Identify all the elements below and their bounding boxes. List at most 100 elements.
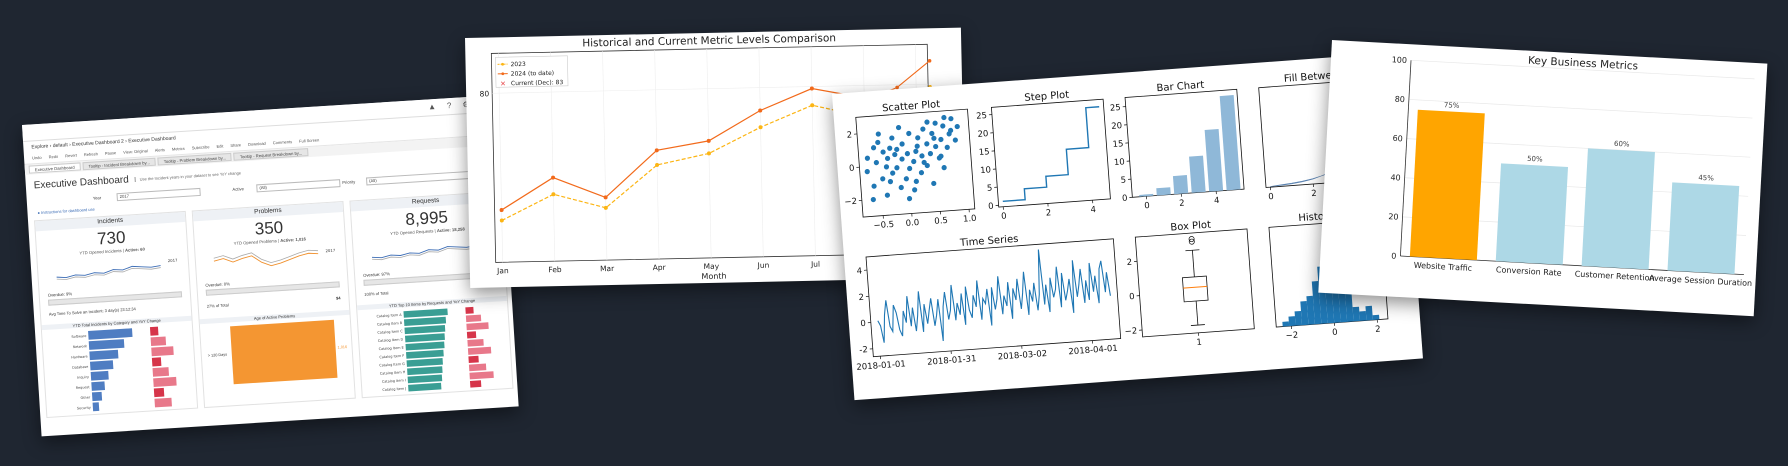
toolbar-item-9[interactable]: Edit	[216, 143, 224, 149]
panel-yoy-bar	[151, 357, 162, 367]
panel-bar-label: Catalog Item C	[377, 329, 403, 335]
y-tick-label: 20	[1388, 212, 1399, 222]
filter-select-0[interactable]: 2017	[116, 187, 201, 202]
page-subtitle: Use the Incident years in your dataset t…	[134, 169, 242, 182]
series-point-0	[810, 103, 815, 108]
panel-incidents: Incidents 730 YTD Opened Incidents | Activ…	[34, 210, 199, 419]
bell-icon[interactable]: ▲	[427, 101, 437, 112]
toolbar-item-7[interactable]: Metrics	[171, 145, 185, 152]
filter-select-1[interactable]: (All)	[256, 179, 341, 193]
dashboard-card: ▲ ? ⚙ Explore › default › Executive Dash…	[22, 94, 519, 437]
box-cap-low	[1190, 324, 1205, 326]
panel-bar-label: Inquiry	[77, 375, 89, 380]
x-tick-label: 0.0	[905, 218, 919, 229]
y-tick-label: 40	[1390, 173, 1401, 183]
x-tick-label: 2	[1375, 324, 1381, 334]
toolbar-item-11[interactable]: Download	[247, 140, 266, 147]
grid-line-y	[1408, 99, 1753, 119]
scatter-point	[924, 119, 930, 125]
histogram-bar	[1372, 314, 1380, 320]
panel-yoy-bar	[466, 322, 489, 331]
toolbar-item-8[interactable]: Subscribe	[191, 144, 210, 151]
sparkline-previous	[372, 247, 477, 261]
panel-yoy-bar	[150, 336, 167, 347]
panel-yoy-bar	[151, 346, 174, 357]
panel-bar-label: Catalog Item G	[379, 362, 405, 368]
breadcrumb-item-view: Executive Dashboard	[128, 135, 176, 145]
y-tick-label: −2	[1124, 326, 1137, 337]
y-tick-label: 15	[979, 147, 991, 158]
y-tick-label: 2	[846, 130, 852, 140]
legend-marker: ×	[500, 80, 506, 88]
panel-bar-label: Catalog Item J	[382, 387, 406, 392]
panel-bar-label: Catalog Item D	[378, 337, 404, 343]
bar	[1172, 175, 1189, 195]
x-tick-label: 0	[1268, 192, 1274, 202]
series-point-0	[551, 192, 556, 197]
x-tick-label: −0.5	[873, 220, 894, 231]
breadcrumb-item-default[interactable]: default	[52, 142, 68, 150]
toolbar-item-1[interactable]: Redo	[48, 153, 59, 160]
y-tick-label: 5	[1120, 176, 1126, 186]
toolbar-item-0[interactable]: Undo	[31, 154, 42, 161]
panel-bar	[403, 316, 447, 326]
y-tick-label: 100	[1391, 55, 1407, 65]
x-tick-label: 4	[1090, 205, 1096, 215]
legend-swatch-point	[501, 72, 505, 76]
x-tick-label: 0	[1332, 328, 1338, 338]
toolbar-item-4[interactable]: Pause	[104, 150, 117, 156]
y-tick-label: 80	[1394, 95, 1405, 105]
x-tick-label: 1	[1196, 338, 1202, 348]
scatter-point	[864, 155, 871, 161]
x-tick-label: Apr	[653, 263, 667, 272]
x-tick-label: 2018-04-01	[1068, 344, 1118, 358]
x-tick-label: Mar	[600, 264, 615, 273]
legend-box	[495, 55, 569, 88]
y-tick-label: -2	[859, 345, 868, 356]
toolbar-item-6[interactable]: Alerts	[154, 147, 166, 153]
scatter-point	[899, 141, 905, 147]
y-tick-label: 25	[976, 111, 988, 122]
grid-line-x	[654, 50, 660, 259]
toolbar-item-12[interactable]: Comments	[272, 139, 293, 146]
panel-bar-label: Catalog Item I	[382, 378, 406, 383]
x-tick-label: Website Traffic	[1413, 261, 1472, 273]
panel-block-value: 1,016	[337, 345, 348, 350]
panel-bar	[88, 328, 133, 340]
panel-bar	[407, 366, 443, 376]
series-point-1	[603, 195, 608, 200]
toolbar-item-10[interactable]: Share	[230, 142, 242, 148]
sparkline-year-label: 2017	[325, 248, 336, 254]
scatter-point	[912, 187, 918, 193]
box-flier	[1188, 238, 1195, 245]
toolbar-item-13[interactable]: Full Screen	[298, 137, 320, 144]
toolbar-item-2[interactable]: Revert	[64, 152, 78, 159]
step-line	[1002, 106, 1100, 203]
metric-bar	[1581, 148, 1655, 270]
breadcrumb-item-workbook[interactable]: Executive Dashboard 2	[72, 138, 125, 148]
x-tick-label: Average Session Duration	[1649, 273, 1753, 288]
histogram-bar	[1352, 306, 1361, 322]
panel-requests: Requests 8,995 YTD Opened Requests | Activ…	[349, 191, 514, 399]
bar	[1156, 187, 1171, 196]
sparkline-previous	[56, 267, 161, 280]
sparkline-current	[371, 245, 477, 259]
scatter-point	[899, 156, 905, 162]
grid-line-x	[550, 52, 556, 262]
panel-bar-label: Software	[71, 334, 86, 339]
subplot-frame	[990, 98, 1111, 208]
panel-bar-label: Catalog Item E	[379, 346, 404, 352]
help-icon[interactable]: ?	[446, 101, 452, 111]
subplot-title: Step Plot	[1024, 90, 1070, 104]
y-tick-label: 0	[1122, 194, 1128, 204]
toolbar-item-3[interactable]: Refresh	[83, 151, 99, 158]
scatter-point	[913, 148, 919, 154]
filter-label-1: Active	[232, 186, 245, 192]
y-tick-label: 5	[987, 184, 993, 194]
x-tick-label: Jan	[496, 266, 509, 275]
bar	[1189, 155, 1206, 193]
panel-bar	[406, 349, 444, 359]
breadcrumb-item-explore[interactable]: Explore	[31, 143, 49, 151]
toolbar-item-5[interactable]: View: Original	[123, 148, 148, 155]
scatter-point	[887, 179, 894, 185]
